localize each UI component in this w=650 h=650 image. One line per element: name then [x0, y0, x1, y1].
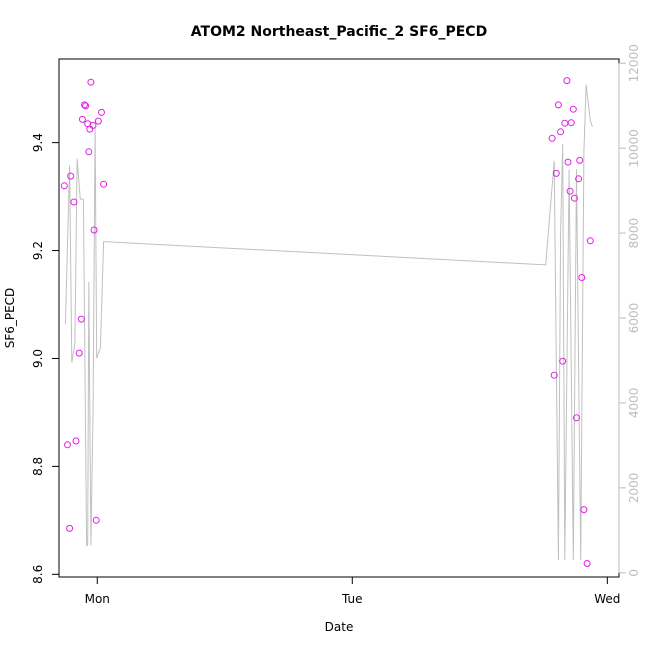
data-point: [77, 315, 85, 323]
data-point: [82, 102, 90, 110]
data-point: [569, 105, 577, 113]
data-point: [554, 101, 562, 109]
data-point: [60, 182, 68, 190]
data-point: [557, 128, 565, 136]
y2-tick-label: 0: [627, 569, 641, 577]
data-point: [94, 117, 102, 125]
data-point: [81, 101, 88, 109]
data-points-layer: [60, 77, 594, 567]
data-point: [64, 441, 71, 449]
data-point: [586, 237, 594, 245]
y2-tick-label: 12000: [627, 44, 641, 82]
data-point: [92, 516, 100, 524]
series-line: [64, 84, 593, 561]
data-point: [78, 115, 86, 123]
data-point: [573, 414, 580, 422]
x-axis-label: Date: [325, 620, 354, 634]
data-point: [548, 134, 556, 142]
data-point: [75, 349, 83, 357]
data-point: [86, 125, 94, 133]
x-tick-label: Wed: [594, 592, 620, 606]
data-point: [87, 78, 95, 86]
data-point: [575, 175, 583, 183]
plot-area-border: [58, 58, 620, 578]
y-tick-label: 8.8: [31, 457, 45, 476]
data-point: [66, 524, 74, 532]
data-point: [570, 194, 578, 202]
data-point: [583, 560, 591, 567]
data-point: [566, 187, 574, 195]
y2-tick-label: 8000: [627, 218, 641, 249]
data-point: [559, 357, 567, 365]
y2-tick-label: 4000: [627, 388, 641, 419]
y2-tick-label: 10000: [627, 129, 641, 167]
y-axis-label: SF6_PECD: [3, 288, 17, 349]
data-point: [567, 119, 575, 127]
y-tick-label: 9.2: [31, 241, 45, 260]
chart-title: ATOM2 Northeast_Pacific_2 SF6_PECD: [191, 24, 487, 40]
data-point: [100, 180, 108, 188]
y-tick-label: 8.6: [31, 565, 45, 584]
data-point: [580, 506, 588, 514]
data-point: [67, 172, 75, 180]
data-point: [90, 226, 98, 234]
data-point: [72, 437, 80, 445]
x-axis: Mon Tue Wed: [85, 576, 620, 606]
y-axis-right: 0 2000 4000 6000 8000 10000 12000: [618, 44, 641, 577]
y-tick-label: 9.0: [31, 349, 45, 368]
y-tick-label: 9.4: [31, 133, 45, 152]
x-tick-label: Mon: [85, 592, 110, 606]
data-point: [563, 77, 571, 85]
data-point: [85, 148, 93, 156]
data-point: [552, 169, 560, 177]
data-point: [550, 371, 558, 379]
x-tick-label: Tue: [341, 592, 363, 606]
data-point: [576, 156, 584, 164]
data-point: [564, 158, 572, 166]
data-point: [561, 119, 569, 127]
y2-tick-label: 2000: [627, 473, 641, 504]
data-point: [70, 198, 78, 206]
right-axis-series-line-layer: [64, 84, 593, 561]
data-point: [578, 274, 586, 281]
data-point: [89, 121, 97, 129]
data-point: [98, 108, 105, 116]
y-axis-left: 8.6 8.8 9.0 9.2 9.4: [31, 133, 60, 584]
y2-tick-label: 6000: [627, 303, 641, 334]
